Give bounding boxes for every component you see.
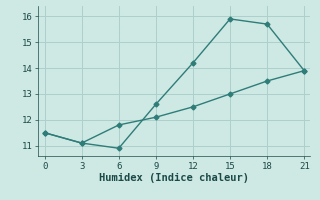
X-axis label: Humidex (Indice chaleur): Humidex (Indice chaleur) — [100, 173, 249, 183]
